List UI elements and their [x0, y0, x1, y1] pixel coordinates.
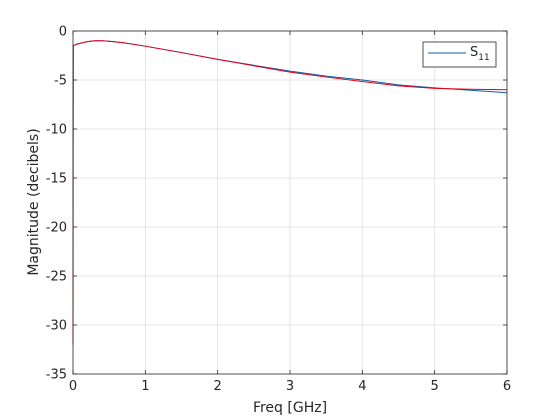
- x-tick-label: 2: [214, 379, 222, 394]
- legend-label-main: S: [470, 45, 478, 60]
- legend-label: S11: [470, 45, 490, 63]
- y-tick-label: -35: [46, 368, 67, 383]
- y-axis-label: Magnitude (decibels): [26, 128, 42, 275]
- y-tick-label: -5: [54, 74, 67, 89]
- y-tick-label: -15: [46, 172, 67, 187]
- y-tick-label: -25: [46, 270, 67, 285]
- x-tick-label: 4: [358, 379, 366, 394]
- legend-box: [422, 41, 497, 68]
- y-tick-label: -30: [46, 319, 67, 334]
- x-tick-label: 5: [431, 379, 439, 394]
- y-tick-label: 0: [59, 25, 67, 40]
- x-tick-label: 6: [503, 379, 511, 394]
- legend-label-subscript: 11: [478, 53, 489, 63]
- y-tick-label: -20: [46, 221, 67, 236]
- series-layer: [72, 40, 508, 345]
- series-line-2: [72, 40, 508, 345]
- tick-labels: 0 1 2 3 4 5 6 0 -5 -10 -15 -20 -25 -30 -35: [46, 25, 511, 395]
- x-axis-label: Freq [GHz]: [253, 400, 327, 416]
- x-tick-label: 0: [69, 379, 77, 394]
- x-tick-label: 1: [141, 379, 149, 394]
- ticks: [72, 30, 508, 375]
- legend: S11: [422, 41, 497, 68]
- x-tick-label: 3: [286, 379, 294, 394]
- y-tick-label: -10: [46, 123, 67, 138]
